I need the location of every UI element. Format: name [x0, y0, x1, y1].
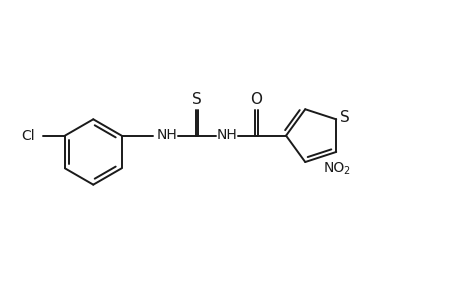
- Text: S: S: [191, 92, 202, 107]
- Text: O: O: [250, 92, 262, 107]
- Text: S: S: [340, 110, 349, 125]
- Text: NO: NO: [323, 161, 344, 175]
- Text: 2: 2: [342, 166, 348, 176]
- Text: Cl: Cl: [22, 129, 35, 142]
- Text: NH: NH: [157, 128, 177, 142]
- Text: NH: NH: [216, 128, 236, 142]
